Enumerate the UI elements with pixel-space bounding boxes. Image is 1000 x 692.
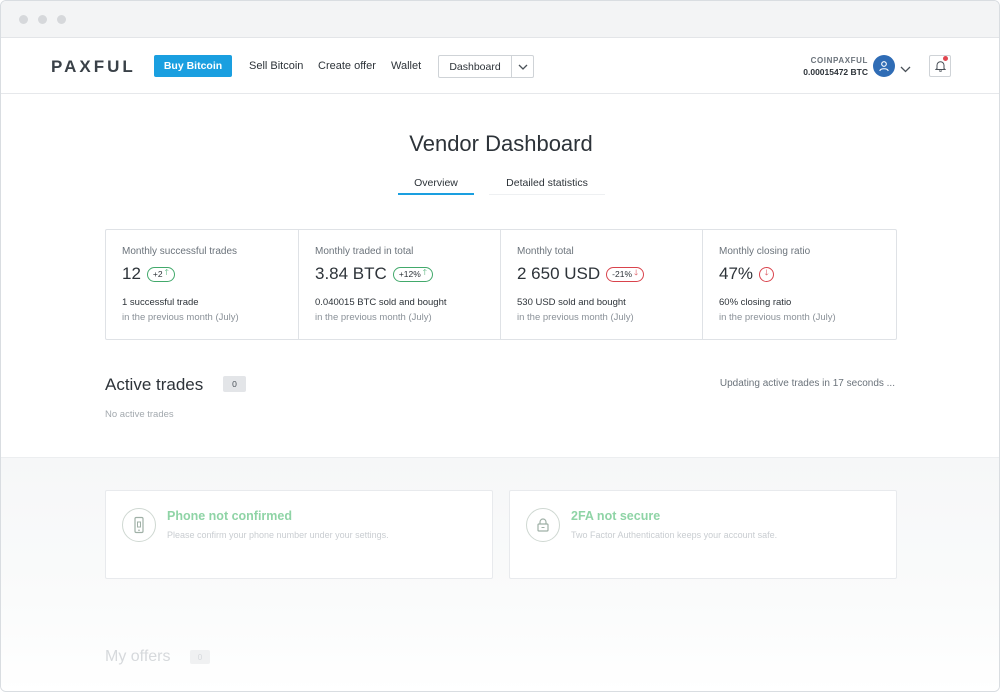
stat-label: Monthly total: [517, 246, 574, 257]
active-trades-count: 0: [223, 376, 246, 392]
trend-badge: +12% 🡑: [392, 266, 433, 282]
no-active-trades: No active trades: [105, 409, 174, 420]
stat-value: 47%: [719, 264, 754, 283]
window-dot-close[interactable]: [19, 15, 28, 24]
stat-sub: in the previous month (July): [315, 312, 432, 323]
bell-icon: [934, 61, 946, 72]
badge-text: +12%: [398, 269, 421, 279]
alert-phone-card[interactable]: Phone not confirmed Please confirm your …: [105, 490, 493, 579]
account-chevron-down-icon[interactable]: [900, 60, 911, 78]
tab-inactive-indicator: [489, 194, 605, 195]
stats-panel: Monthly successful trades 12 +2 🡑 1 succe…: [105, 229, 897, 340]
top-navigation: PAXFUL Buy Bitcoin Sell Bitcoin Create o…: [1, 38, 999, 94]
arrow-up-icon: 🡑: [422, 268, 427, 277]
stat-label: Monthly successful trades: [122, 246, 238, 257]
dashboard-select-label: Dashboard: [439, 56, 512, 77]
stat-detail: 1 successful trade: [122, 297, 199, 308]
stat-sub: in the previous month (July): [517, 312, 634, 323]
stat-label: Monthly closing ratio: [719, 246, 811, 257]
active-trades-updating: Updating active trades in 17 seconds ...: [719, 378, 895, 389]
chevron-down-icon[interactable]: [512, 56, 533, 77]
active-trades-title: Active trades: [105, 375, 204, 394]
stat-detail: 0.040015 BTC sold and bought: [315, 297, 447, 308]
my-offers-count: 0: [190, 650, 210, 664]
stat-detail: 60% closing ratio: [719, 297, 792, 308]
browser-chrome: [1, 1, 999, 38]
account-info[interactable]: COINPAXFUL 0.00015472 BTC: [803, 56, 868, 77]
stat-successful-trades: Monthly successful trades 12 +2 🡑 1 succe…: [106, 230, 299, 339]
nav-wallet[interactable]: Wallet: [391, 60, 422, 72]
lock-icon: [526, 508, 560, 542]
arrow-up-icon: 🡑: [164, 268, 169, 277]
arrow-down-icon: 🡓: [759, 266, 775, 282]
stat-monthly-total: Monthly total 2 650 USD -21% 🡓 530 USD so…: [501, 230, 703, 339]
user-icon: [879, 61, 889, 72]
stat-label: Monthly traded in total: [315, 246, 414, 257]
notifications-button[interactable]: [929, 55, 951, 77]
alert-2fa-card[interactable]: 2FA not secure Two Factor Authentication…: [509, 490, 897, 579]
tab-detailed-statistics[interactable]: Detailed statistics: [506, 177, 588, 189]
stat-value: 12: [122, 264, 141, 283]
stat-sub: in the previous month (July): [122, 312, 239, 323]
page-title: Vendor Dashboard: [409, 131, 593, 156]
tab-active-indicator: [398, 193, 474, 195]
logo[interactable]: PAXFUL: [51, 57, 136, 76]
badge-text: +2: [152, 269, 163, 279]
stat-sub: in the previous month (July): [719, 312, 836, 323]
nav-sell-bitcoin[interactable]: Sell Bitcoin: [249, 60, 304, 72]
stat-closing-ratio: Monthly closing ratio 47% 🡓 60% closing …: [703, 230, 896, 339]
window-dot-maximize[interactable]: [57, 15, 66, 24]
alert-title: 2FA not secure: [571, 509, 661, 523]
phone-icon: [122, 508, 156, 542]
buy-bitcoin-button[interactable]: Buy Bitcoin: [154, 55, 232, 77]
badge-text: -21%: [612, 269, 633, 279]
arrow-down-icon: 🡓: [634, 268, 639, 277]
account-name: COINPAXFUL: [810, 56, 868, 65]
nav-create-offer[interactable]: Create offer: [318, 60, 376, 72]
account-balance: 0.00015472 BTC: [803, 67, 868, 77]
notification-dot: [943, 56, 948, 61]
alert-description: Please confirm your phone number under y…: [167, 530, 389, 540]
window-dot-minimize[interactable]: [38, 15, 47, 24]
stat-value: 2 650 USD: [517, 264, 601, 283]
stat-detail: 530 USD sold and bought: [517, 297, 626, 308]
avatar[interactable]: [873, 55, 895, 77]
tab-overview[interactable]: Overview: [414, 177, 458, 189]
trend-badge: +2 🡑: [146, 266, 175, 282]
dashboard-select[interactable]: Dashboard: [438, 55, 534, 78]
my-offers-title: My offers: [105, 648, 171, 665]
stat-traded-total: Monthly traded in total 3.84 BTC +12% 🡑 0…: [299, 230, 501, 339]
alert-description: Two Factor Authentication keeps your acc…: [571, 530, 778, 540]
alert-title: Phone not confirmed: [167, 509, 292, 523]
trend-badge: -21% 🡓: [606, 266, 645, 282]
stat-value: 3.84 BTC: [315, 264, 387, 283]
